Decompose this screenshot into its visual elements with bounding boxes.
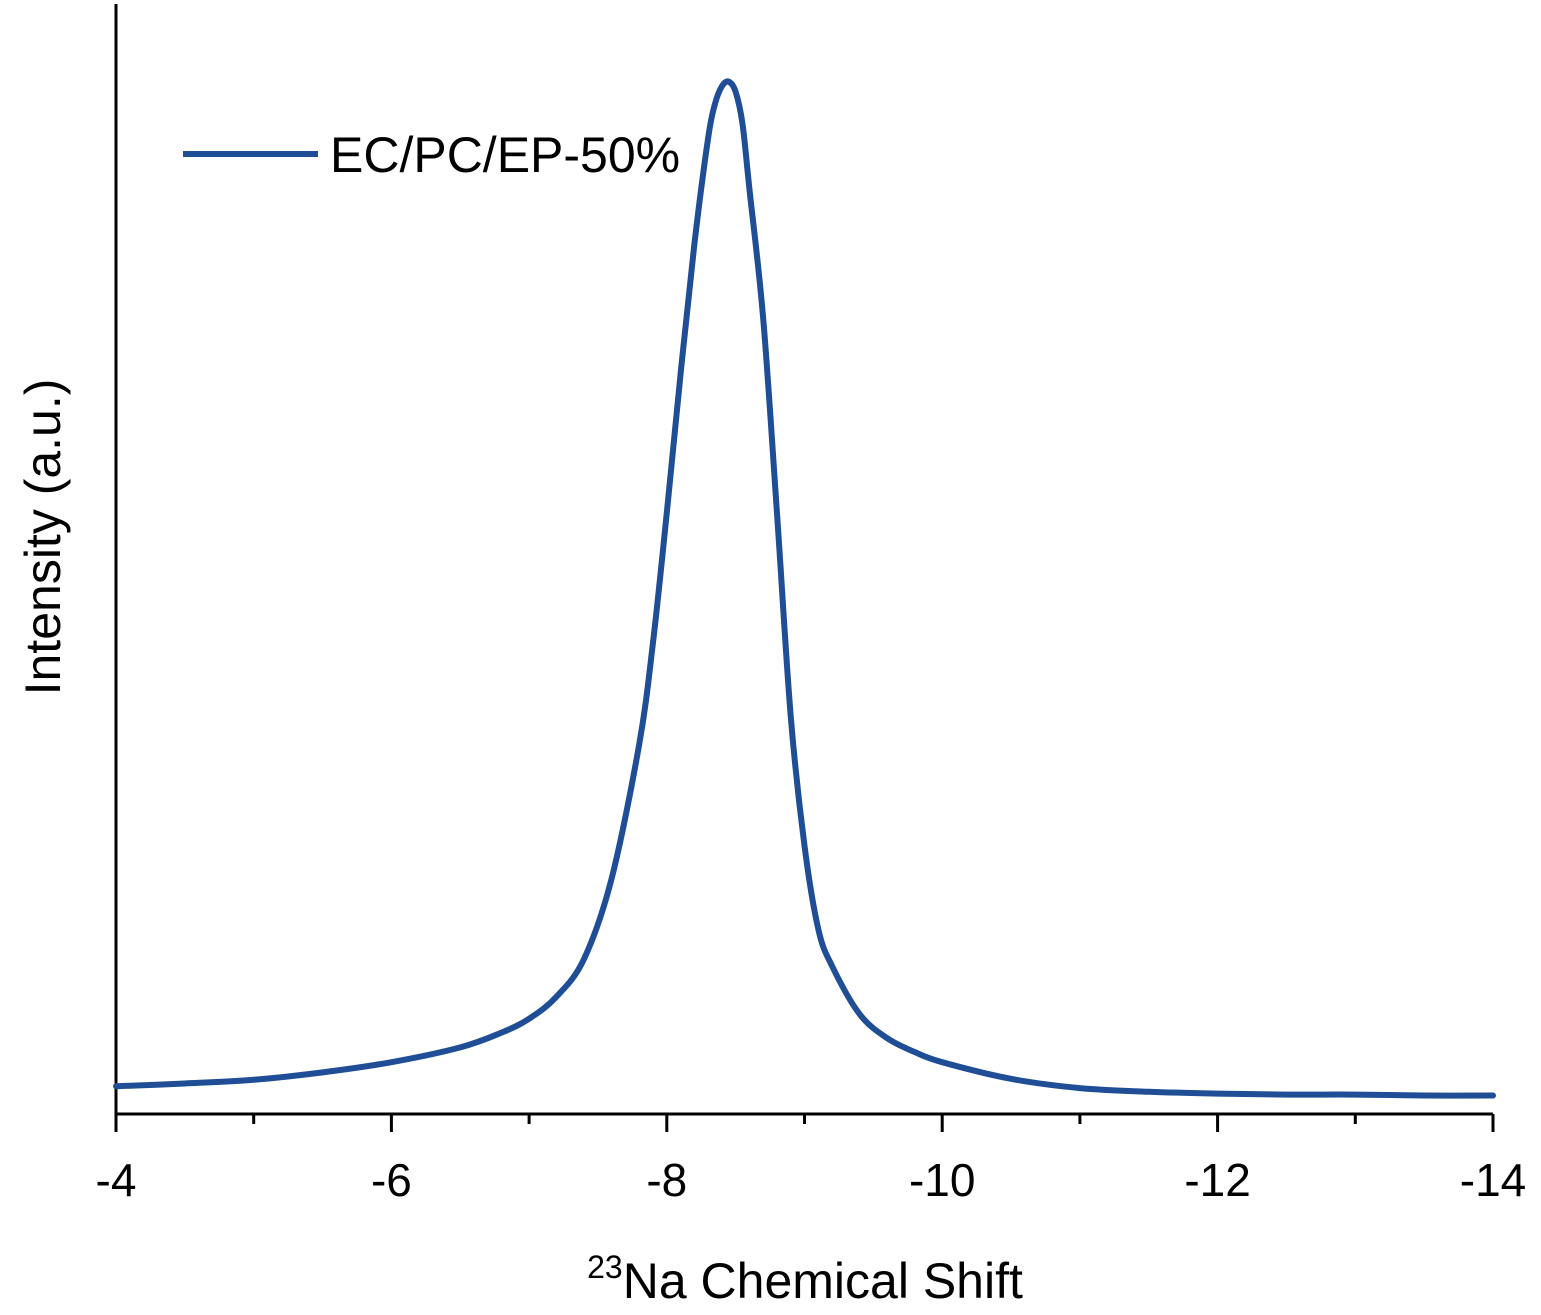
- x-ticks: [114, 1114, 1495, 1132]
- x-axis-title-superscript: 23: [587, 1249, 623, 1285]
- x-tick-label-3: -10: [909, 1154, 975, 1206]
- x-tick-label-1: -6: [371, 1154, 412, 1206]
- legend-label: EC/PC/EP-50%: [330, 127, 680, 183]
- x-tick-label-5: -14: [1460, 1154, 1526, 1206]
- x-axis-title: 23Na Chemical Shift: [587, 1249, 1023, 1309]
- series-line-0: [113, 78, 1496, 1099]
- axes: [114, 4, 1493, 1116]
- y-axis-title: Intensity (a.u.): [15, 379, 71, 696]
- x-tick-label-2: -8: [646, 1154, 687, 1206]
- legend: EC/PC/EP-50%: [183, 127, 680, 183]
- series-layer: [113, 78, 1496, 1099]
- x-axis-title-main: Na Chemical Shift: [623, 1253, 1023, 1309]
- x-tick-label-4: -12: [1184, 1154, 1250, 1206]
- x-tick-labels: -4 -6 -8 -10 -12 -14: [96, 1154, 1527, 1206]
- x-tick-label-0: -4: [96, 1154, 137, 1206]
